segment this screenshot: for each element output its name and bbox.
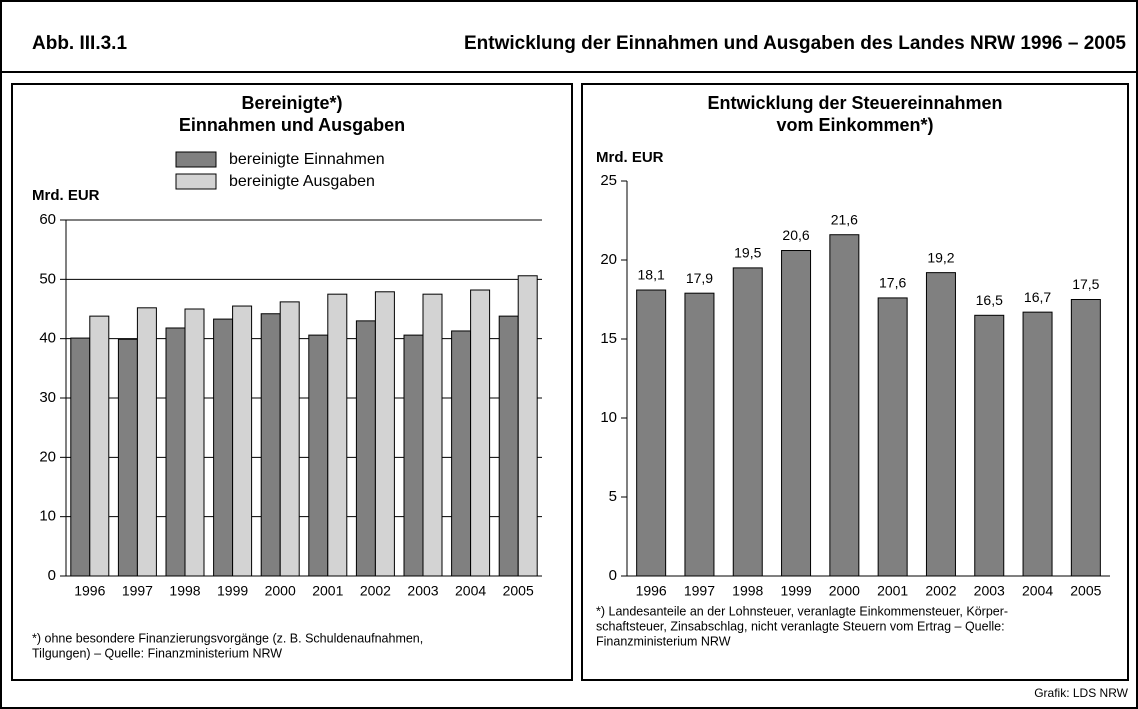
x-tick-label: 2002 (925, 583, 956, 599)
bar (422, 293, 443, 577)
value-label: 17,5 (1072, 276, 1099, 292)
bar (974, 314, 1005, 577)
bar (260, 313, 281, 577)
bar (279, 301, 300, 577)
chart-title: Einnahmen und Ausgaben (179, 115, 405, 135)
x-tick-label: 1997 (684, 583, 715, 599)
y-tick-label: 10 (39, 508, 56, 525)
x-tick-label: 1997 (122, 583, 153, 599)
x-tick-label: 2005 (503, 583, 534, 599)
chart-title: Bereinigte*) (241, 93, 342, 113)
y-tick-label: 20 (39, 448, 56, 465)
value-label: 17,9 (686, 270, 713, 286)
chart-title: vom Einkommen*) (776, 115, 933, 135)
bar (213, 318, 234, 577)
legend-label: bereinigte Einnahmen (229, 151, 385, 168)
value-label: 19,2 (927, 249, 954, 265)
y-tick-label: 20 (600, 251, 617, 268)
bar (374, 291, 395, 577)
x-tick-label: 2004 (1022, 583, 1053, 599)
bar (136, 307, 157, 577)
x-tick-label: 1996 (74, 583, 105, 599)
y-tick-label: 15 (600, 330, 617, 347)
bar (781, 250, 812, 577)
footnote: Finanzministerium NRW (596, 634, 731, 648)
bar (829, 234, 860, 577)
value-label: 18,1 (638, 267, 665, 283)
y-tick-label: 30 (39, 389, 56, 406)
x-tick-label: 2001 (877, 583, 908, 599)
credit: Grafik: LDS NRW (1034, 686, 1128, 700)
bar (732, 267, 763, 577)
x-tick-label: 1998 (169, 583, 200, 599)
y-tick-label: 0 (609, 567, 617, 584)
y-tick-label: 25 (600, 172, 617, 189)
x-tick-label: 1999 (217, 583, 248, 599)
x-tick-label: 2003 (974, 583, 1005, 599)
bar (184, 308, 205, 577)
figure-title: Entwicklung der Einnahmen und Ausgaben d… (464, 33, 1126, 54)
bar (355, 320, 376, 577)
footnote: *) ohne besondere Finanzierungsvorgänge … (32, 631, 423, 645)
bar (403, 334, 424, 577)
y-axis-label: Mrd. EUR (596, 149, 664, 166)
x-tick-label: 2004 (455, 583, 486, 599)
bar (877, 297, 908, 577)
bar (636, 289, 667, 577)
bar (308, 334, 329, 577)
x-tick-label: 2001 (312, 583, 343, 599)
bar (925, 272, 956, 577)
value-label: 19,5 (734, 245, 761, 261)
x-tick-label: 2003 (407, 583, 438, 599)
bar (1070, 299, 1101, 577)
bar (451, 330, 472, 577)
chart-title: Entwicklung der Steuereinnahmen (707, 93, 1002, 113)
value-label: 21,6 (831, 211, 858, 227)
x-tick-label: 1996 (636, 583, 667, 599)
bar (498, 315, 519, 577)
bar (70, 337, 91, 577)
bar (327, 293, 348, 577)
x-tick-label: 1999 (780, 583, 811, 599)
y-tick-label: 50 (39, 270, 56, 287)
x-tick-label: 2005 (1070, 583, 1101, 599)
value-label: 16,7 (1024, 289, 1051, 305)
bar (684, 292, 715, 577)
y-axis-label: Mrd. EUR (32, 187, 100, 204)
bar (117, 338, 138, 577)
footnote: *) Landesanteile an der Lohnsteuer, vera… (596, 604, 1008, 618)
value-label: 16,5 (976, 292, 1003, 308)
panel-frame (11, 83, 573, 681)
footnote: schaftsteuer, Zinsabschlag, nicht veranl… (596, 619, 1005, 633)
bar (232, 305, 253, 577)
y-tick-label: 10 (600, 409, 617, 426)
x-tick-label: 2002 (360, 583, 391, 599)
bar (1022, 311, 1053, 577)
y-tick-label: 60 (39, 211, 56, 228)
legend-swatch (175, 173, 217, 190)
bar (89, 315, 110, 577)
x-tick-label: 1998 (732, 583, 763, 599)
value-label: 20,6 (782, 227, 809, 243)
y-tick-label: 40 (39, 330, 56, 347)
bar (517, 275, 538, 577)
footnote: Tilgungen) – Quelle: Finanzministerium N… (32, 646, 282, 660)
panel-frame (581, 83, 1129, 681)
figure-label: Abb. III.3.1 (32, 33, 127, 54)
legend-swatch (175, 151, 217, 168)
y-tick-label: 5 (609, 488, 617, 505)
x-tick-label: 2000 (829, 583, 860, 599)
legend-label: bereinigte Ausgaben (229, 173, 375, 190)
value-label: 17,6 (879, 275, 906, 291)
bar (165, 327, 186, 577)
y-tick-label: 0 (48, 567, 56, 584)
x-tick-label: 2000 (265, 583, 296, 599)
bar (470, 289, 491, 577)
